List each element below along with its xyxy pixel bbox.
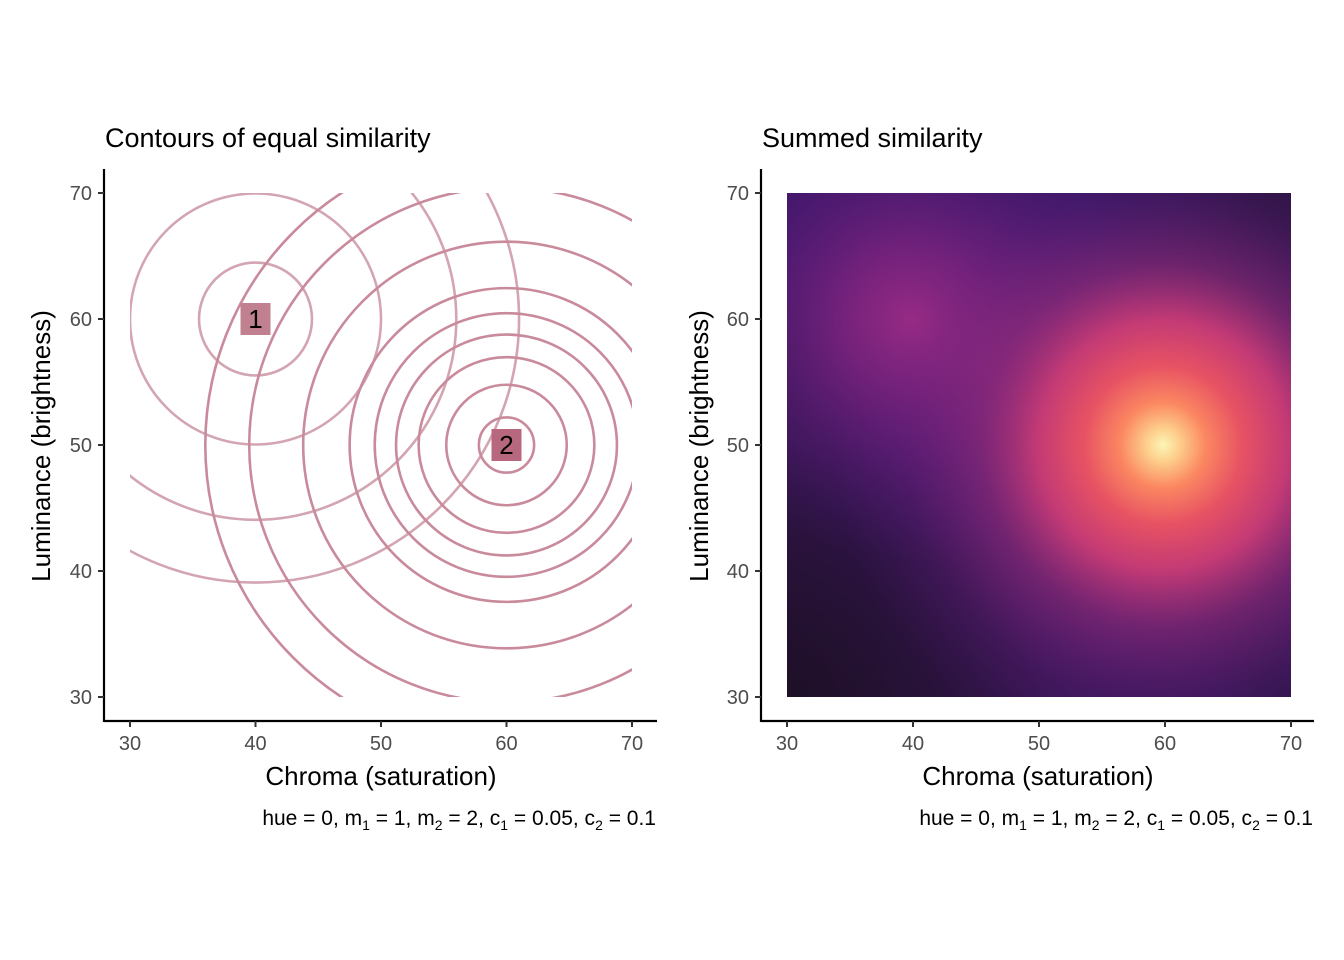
contour-y-ticks: 30 40 50 60 70 <box>70 183 104 709</box>
heatmap-x-tick-label: 40 <box>902 733 924 755</box>
contour-y-tick-label: 70 <box>70 183 92 205</box>
heatmap-x-ticks: 30 40 50 60 70 <box>776 721 1302 755</box>
point-label-box <box>491 429 522 461</box>
contour-line <box>130 193 383 446</box>
contour-line <box>197 261 314 377</box>
contour-line <box>348 286 632 604</box>
contour-x-tick-label: 70 <box>621 733 643 755</box>
contour-y-tick-label: 50 <box>70 435 92 457</box>
contour-y-tick-label: 30 <box>70 687 92 709</box>
heatmap-x-tick-label: 70 <box>1280 733 1302 755</box>
contour-panel: Contours of equal similarity 12 30 40 50 60… <box>26 123 657 833</box>
heatmap-caption: hue = 0, m1 = 1, m2 = 2, c1 = 0.05, c2 =… <box>919 807 1313 833</box>
contour-line <box>204 193 345 697</box>
heatmap-panel: Summed similarity 30 40 50 60 70 3040506070 … <box>684 123 1314 833</box>
point-labels: 12 <box>240 303 522 461</box>
heatmap-y-ticks: 30 40 50 60 70 <box>727 183 761 709</box>
heatmap-y-axis-title: Luminance (brightness) <box>684 310 714 582</box>
contour-x-ticks: 30 40 50 60 70 <box>119 721 643 755</box>
contour-y-tick-label: 60 <box>70 309 92 331</box>
heatmap-y-tick-label: 40 <box>727 561 749 583</box>
heatmap-y-tick-label: 60 <box>727 309 749 331</box>
heatmap-panel-title: Summed similarity <box>762 123 983 153</box>
point-label-box <box>240 303 271 335</box>
heatmap-peak-2 <box>787 193 1291 697</box>
contour-x-axis-title: Chroma (saturation) <box>265 761 496 791</box>
contour-line <box>130 193 458 522</box>
contour-y-tick-label: 40 <box>70 561 92 583</box>
contour-panel-title: Contours of equal similarity <box>105 123 431 153</box>
heatmap-y-tick-label: 50 <box>727 435 749 457</box>
heatmap-y-tick-label: 70 <box>727 183 749 205</box>
point-label: 2 <box>499 430 513 460</box>
contour-x-tick-label: 30 <box>119 733 141 755</box>
contour-rings <box>130 193 632 697</box>
contour-x-tick-label: 60 <box>495 733 517 755</box>
contour-caption: hue = 0, m1 = 1, m2 = 2, c1 = 0.05, c2 =… <box>262 807 656 833</box>
point-label: 1 <box>248 304 262 334</box>
heatmap-x-tick-label: 60 <box>1154 733 1176 755</box>
contour-line <box>130 193 521 584</box>
contour-x-tick-label: 50 <box>370 733 392 755</box>
contour-line <box>417 355 596 535</box>
contour-line <box>477 416 536 474</box>
contour-line <box>248 193 632 697</box>
contour-line <box>394 333 619 557</box>
contour-y-axis-title: Luminance (brightness) <box>26 310 56 582</box>
contour-line <box>301 240 632 650</box>
heatmap-y-tick-label: 30 <box>727 687 749 709</box>
heatmap-tiles <box>787 193 1291 697</box>
heatmap-x-axis-title: Chroma (saturation) <box>922 761 1153 791</box>
contour-x-tick-label: 40 <box>244 733 266 755</box>
contour-lines <box>130 193 632 697</box>
contour-line <box>373 311 632 579</box>
contour-line <box>444 383 569 507</box>
heatmap-x-tick-label: 50 <box>1028 733 1050 755</box>
heatmap-x-tick-label: 30 <box>776 733 798 755</box>
